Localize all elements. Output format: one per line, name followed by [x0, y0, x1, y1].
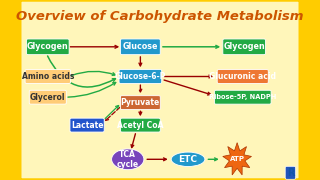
FancyBboxPatch shape: [70, 118, 104, 132]
FancyArrowPatch shape: [68, 82, 116, 97]
Text: Glucuronic acid: Glucuronic acid: [209, 72, 276, 81]
FancyBboxPatch shape: [25, 70, 70, 84]
FancyArrowPatch shape: [139, 57, 142, 66]
Text: ATP: ATP: [230, 156, 244, 162]
Text: Glycogen: Glycogen: [223, 42, 265, 51]
Text: Glucose: Glucose: [123, 42, 158, 51]
FancyArrowPatch shape: [163, 45, 219, 48]
FancyArrowPatch shape: [70, 45, 118, 48]
FancyBboxPatch shape: [120, 39, 160, 55]
Ellipse shape: [112, 149, 144, 170]
FancyArrowPatch shape: [139, 111, 142, 115]
FancyBboxPatch shape: [120, 118, 160, 132]
Ellipse shape: [171, 152, 205, 166]
FancyArrowPatch shape: [131, 134, 135, 148]
FancyArrowPatch shape: [71, 71, 115, 76]
FancyArrowPatch shape: [208, 158, 217, 161]
Text: ETC: ETC: [179, 155, 197, 164]
Text: TCA
cycle: TCA cycle: [117, 150, 139, 169]
FancyArrowPatch shape: [147, 158, 166, 161]
FancyArrowPatch shape: [106, 107, 120, 120]
Text: Acetyl CoA: Acetyl CoA: [117, 121, 164, 130]
FancyBboxPatch shape: [120, 96, 160, 109]
FancyArrowPatch shape: [164, 80, 211, 95]
FancyBboxPatch shape: [217, 70, 268, 84]
Polygon shape: [223, 143, 252, 175]
Text: Overview of Carbohydrate Metabolism: Overview of Carbohydrate Metabolism: [16, 10, 304, 23]
Text: Ribose-5P, NADPH: Ribose-5P, NADPH: [209, 94, 276, 100]
FancyArrowPatch shape: [105, 105, 119, 119]
Text: Pyruvate: Pyruvate: [121, 98, 160, 107]
Text: R: R: [287, 168, 294, 178]
FancyArrowPatch shape: [48, 56, 116, 87]
FancyBboxPatch shape: [119, 70, 162, 84]
Text: Glucose-6-P: Glucose-6-P: [115, 72, 166, 81]
Text: Lactate: Lactate: [71, 121, 103, 130]
Text: Glycerol: Glycerol: [30, 93, 66, 102]
FancyBboxPatch shape: [223, 39, 266, 55]
FancyArrowPatch shape: [164, 75, 212, 78]
FancyBboxPatch shape: [29, 90, 66, 104]
Text: Amino acids: Amino acids: [22, 72, 74, 81]
FancyBboxPatch shape: [214, 90, 271, 104]
Text: Glycogen: Glycogen: [27, 42, 69, 51]
FancyBboxPatch shape: [27, 39, 69, 55]
FancyArrowPatch shape: [139, 85, 142, 92]
